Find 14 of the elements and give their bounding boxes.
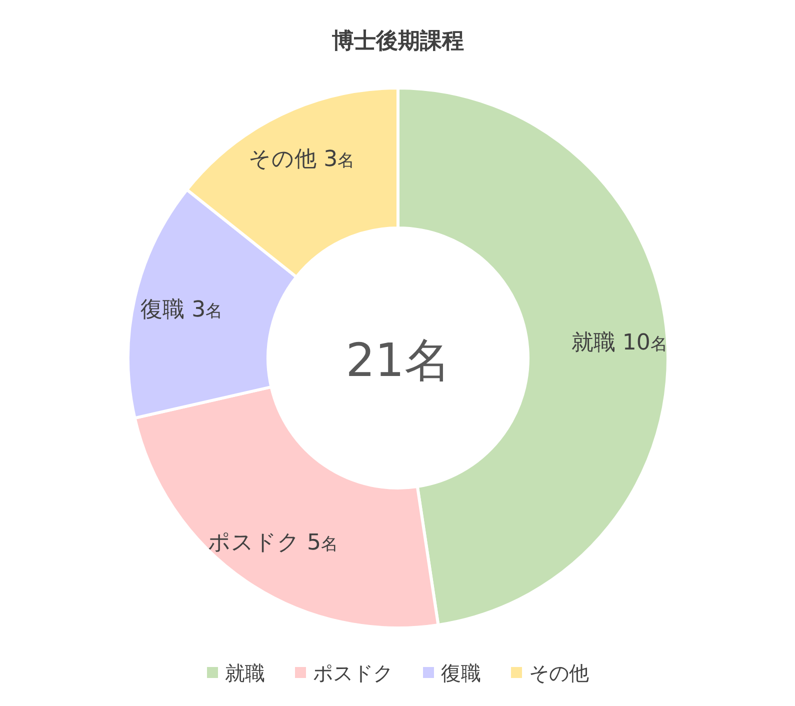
legend-label: ポスドク — [313, 661, 393, 685]
legend-label: その他 — [529, 661, 589, 685]
slice-label: 就職 — [571, 330, 622, 356]
slice-label: その他 — [248, 146, 324, 172]
slice-label: 復職 — [140, 298, 192, 323]
text: 21名 — [346, 333, 450, 387]
legend-label: 就職 — [225, 661, 265, 685]
slice-label: ポスドク — [208, 530, 307, 556]
chart-title: 博士後期課程 — [331, 29, 464, 54]
data-label: 3名 — [324, 146, 355, 172]
data-label: 10名 — [622, 330, 668, 356]
data-label: 5名 — [306, 530, 338, 556]
data-label: 3名 — [192, 298, 223, 323]
legend-label: 復職 — [441, 661, 481, 685]
